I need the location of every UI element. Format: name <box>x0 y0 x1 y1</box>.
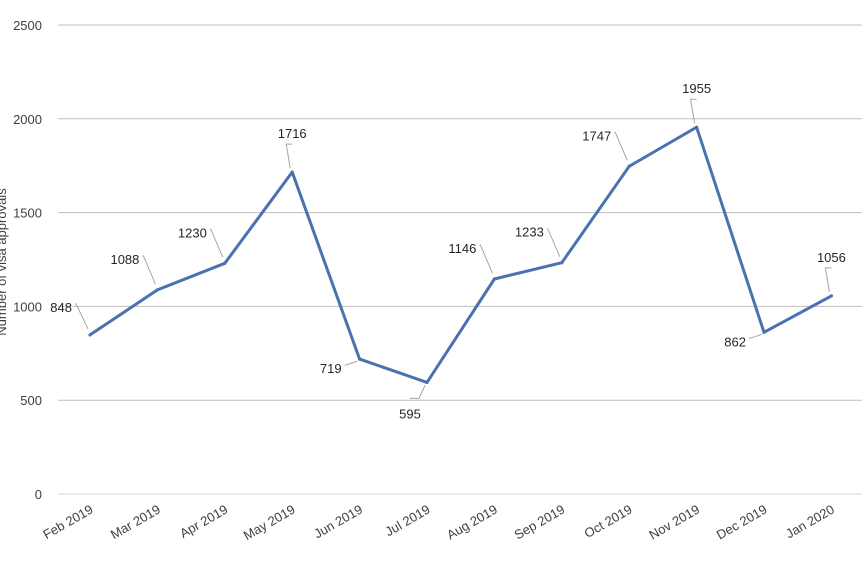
series-line <box>88 125 833 384</box>
data-label: 595 <box>399 406 421 421</box>
data-label: 1233 <box>515 225 544 240</box>
series-line-group <box>88 125 834 384</box>
y-tick-label: 1500 <box>13 206 42 221</box>
data-point <box>762 330 766 334</box>
data-point <box>425 380 429 384</box>
x-tick-label: Mar 2019 <box>108 502 163 542</box>
y-tick-label: 500 <box>20 393 42 408</box>
x-tick-label: Apr 2019 <box>177 502 230 541</box>
data-point <box>155 288 159 292</box>
y-axis-ticks: 0 500 1000 1500 2000 2500 <box>13 18 42 502</box>
x-axis-ticks: Feb 2019 Mar 2019 Apr 2019 May 2019 Jun 2019… <box>40 502 836 544</box>
x-tick-label: Dec 2019 <box>714 502 770 543</box>
data-point <box>560 261 564 265</box>
y-tick-label: 2500 <box>13 18 42 33</box>
gridlines <box>58 24 862 495</box>
x-tick-label: Jun 2019 <box>311 502 365 542</box>
data-label-leader <box>344 360 358 366</box>
x-tick-label: Jan 2020 <box>783 502 837 542</box>
data-label: 1747 <box>582 128 611 143</box>
x-tick-label: Aug 2019 <box>444 502 500 543</box>
data-point <box>627 164 631 168</box>
data-label: 1146 <box>448 241 476 256</box>
data-point <box>829 294 834 298</box>
data-label: 848 <box>50 300 72 315</box>
x-tick-label: Sep 2019 <box>512 502 568 543</box>
y-tick-label: 1000 <box>13 299 42 314</box>
data-label: 1230 <box>178 225 207 240</box>
data-label-leader <box>546 228 561 257</box>
data-label-leader <box>824 267 832 292</box>
data-label: 1716 <box>278 126 307 141</box>
x-tick-label: Jul 2019 <box>382 502 432 540</box>
data-point <box>290 170 294 174</box>
data-labels: 848 1088 1230 1716 719 595 1146 1233 1747 1955 862… <box>50 81 846 421</box>
data-label-leader <box>614 131 628 161</box>
data-label: 1955 <box>682 81 711 96</box>
data-label-leader <box>285 143 293 169</box>
data-label-leader <box>142 255 156 285</box>
data-label: 1088 <box>110 252 139 267</box>
data-point <box>695 125 699 129</box>
data-label-leader <box>75 303 89 330</box>
x-tick-label: May 2019 <box>241 502 298 544</box>
data-point <box>492 277 496 281</box>
data-label-leaders <box>75 98 832 399</box>
y-tick-label: 0 <box>35 487 42 502</box>
data-label-leader <box>479 244 493 274</box>
data-point <box>88 333 92 337</box>
y-tick-label: 2000 <box>13 112 42 127</box>
data-point <box>358 357 362 361</box>
data-label-leader <box>209 228 224 258</box>
data-point <box>223 261 227 265</box>
data-label-leader <box>410 385 426 399</box>
x-tick-label: Nov 2019 <box>646 502 702 543</box>
data-label-leader <box>690 98 697 124</box>
y-axis-label: Number of visa approvals <box>0 188 9 336</box>
data-label: 862 <box>724 334 746 349</box>
data-label: 1056 <box>817 250 846 265</box>
data-label-leader <box>749 333 763 339</box>
x-tick-label: Oct 2019 <box>582 502 635 541</box>
data-label: 719 <box>320 361 342 376</box>
x-tick-label: Feb 2019 <box>40 502 95 542</box>
